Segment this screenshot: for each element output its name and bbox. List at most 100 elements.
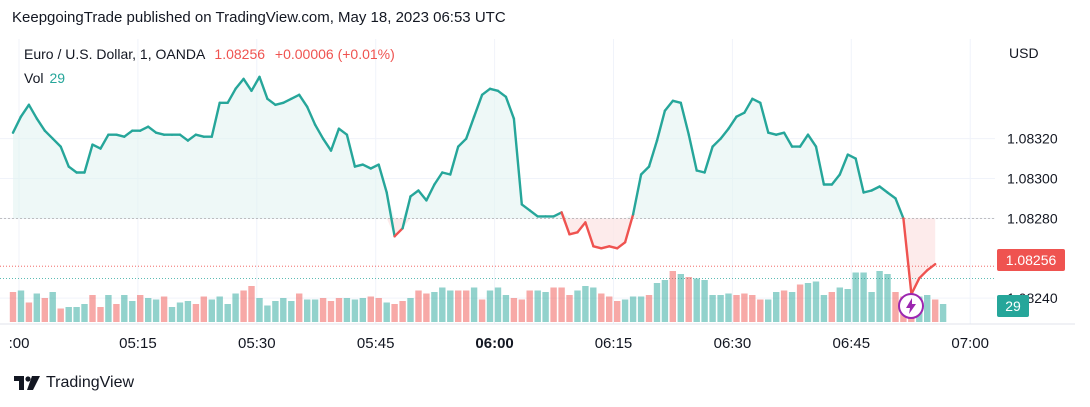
price-segment bbox=[234, 77, 245, 91]
volume-bar bbox=[566, 295, 573, 322]
volume-bar bbox=[73, 307, 80, 322]
price-segment bbox=[417, 189, 428, 202]
price-segment bbox=[353, 163, 364, 168]
time-tick-label: 05:45 bbox=[357, 335, 395, 352]
footer-brand[interactable]: TradingView bbox=[14, 374, 134, 392]
last-price: 1.08256 bbox=[214, 46, 266, 62]
volume-bar bbox=[860, 272, 867, 322]
volume-bar bbox=[160, 296, 168, 322]
price-segment bbox=[59, 145, 70, 168]
volume-bar bbox=[582, 286, 589, 322]
price-segment bbox=[838, 153, 849, 176]
volume-bar bbox=[351, 299, 359, 322]
volume-bar bbox=[542, 292, 549, 322]
price-segment bbox=[687, 133, 698, 172]
price-segment bbox=[711, 137, 722, 148]
price-segment bbox=[337, 127, 349, 136]
time-tick-label: 05:30 bbox=[238, 335, 276, 352]
volume-bar bbox=[439, 287, 446, 322]
price-segment bbox=[576, 221, 587, 234]
volume-bar bbox=[725, 293, 732, 322]
volume-bar bbox=[804, 283, 812, 322]
volume-bar bbox=[478, 299, 486, 322]
volume-bar bbox=[89, 295, 96, 322]
volume-bar bbox=[741, 293, 748, 322]
volume-bar bbox=[884, 274, 891, 322]
volume-bar bbox=[367, 296, 374, 322]
volume-bar bbox=[876, 271, 883, 322]
volume-bar bbox=[232, 293, 239, 322]
volume-bar bbox=[359, 298, 366, 322]
price-segment bbox=[154, 131, 166, 136]
volume-bar bbox=[669, 271, 676, 322]
volume-bar bbox=[590, 287, 597, 322]
volume-bar bbox=[637, 296, 645, 322]
price-segment bbox=[568, 231, 579, 236]
price-segment bbox=[409, 189, 420, 198]
price-segment bbox=[647, 139, 659, 168]
volume-bar bbox=[892, 292, 899, 322]
price-segment bbox=[695, 169, 706, 174]
price-segment bbox=[449, 145, 460, 176]
volume-bar bbox=[924, 295, 931, 322]
volume-bar bbox=[773, 292, 780, 322]
volume-bar bbox=[121, 295, 128, 322]
volume-bar bbox=[796, 284, 804, 322]
price-segment bbox=[743, 97, 754, 114]
price-segment bbox=[91, 143, 102, 150]
volume-legend: Vol 29 bbox=[24, 70, 65, 86]
volume-bars bbox=[9, 271, 947, 322]
price-segment bbox=[210, 101, 221, 138]
price-segment bbox=[51, 137, 62, 148]
price-segment bbox=[433, 171, 444, 186]
price-tick-label: 1.08300 bbox=[1007, 171, 1058, 187]
volume-bar bbox=[558, 287, 565, 322]
volume-bar bbox=[25, 302, 33, 322]
price-segment bbox=[194, 133, 206, 138]
price-segment bbox=[902, 217, 913, 296]
volume-bar bbox=[168, 307, 176, 322]
time-tick-label: :00 bbox=[9, 335, 30, 352]
price-segment bbox=[345, 133, 357, 168]
price-segment bbox=[226, 87, 237, 105]
volume-bar bbox=[407, 298, 414, 322]
symbol-label: Euro / U.S. Dollar, 1, OANDA bbox=[24, 46, 205, 62]
volume-bar bbox=[780, 290, 788, 322]
volume-bar bbox=[486, 290, 494, 322]
lightning-icon[interactable] bbox=[897, 292, 925, 320]
price-segment bbox=[623, 213, 635, 244]
price-segment bbox=[878, 185, 889, 194]
price-segment bbox=[99, 133, 110, 150]
price-segment bbox=[512, 117, 523, 206]
volume-bar bbox=[335, 298, 343, 322]
volume-bar bbox=[677, 274, 684, 322]
price-segment bbox=[480, 87, 492, 97]
volume-bar bbox=[184, 301, 192, 322]
price-segment bbox=[488, 87, 500, 93]
volume-bar bbox=[502, 295, 510, 322]
volume-bar bbox=[526, 290, 533, 322]
time-tick-label: 07:00 bbox=[951, 335, 989, 352]
volume-bar bbox=[844, 289, 851, 322]
price-segment bbox=[401, 195, 412, 230]
volume-bar bbox=[9, 292, 17, 322]
price-segment bbox=[377, 163, 388, 194]
volume-bar bbox=[455, 290, 462, 322]
below-baseline-fill bbox=[13, 218, 936, 295]
price-segment bbox=[767, 131, 778, 136]
volume-bar bbox=[852, 272, 859, 322]
time-tick-label: 05:15 bbox=[119, 335, 157, 352]
volume-bar bbox=[701, 280, 708, 322]
volume-bar bbox=[41, 298, 48, 322]
price-segment bbox=[290, 93, 301, 101]
price-segment bbox=[329, 127, 341, 152]
price-segment bbox=[504, 95, 516, 120]
price-segment bbox=[608, 245, 619, 250]
price-tick-label: 1.08280 bbox=[1007, 210, 1058, 226]
volume-bar bbox=[749, 295, 756, 322]
volume-bar bbox=[105, 295, 112, 322]
price-segment bbox=[560, 211, 571, 236]
price-segment bbox=[703, 145, 714, 174]
price-segment bbox=[592, 245, 603, 250]
